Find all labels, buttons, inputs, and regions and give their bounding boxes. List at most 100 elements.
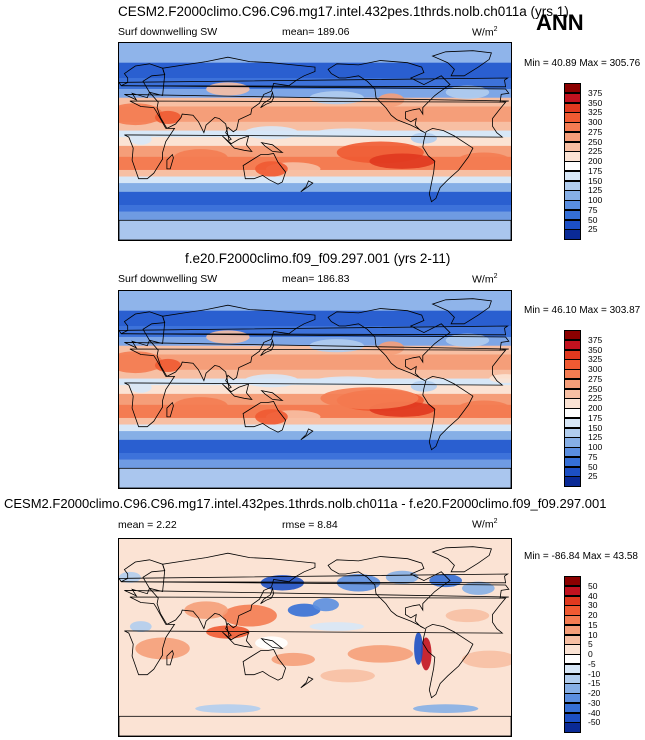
- panel1-minmax: Min = 40.89 Max = 305.76: [524, 58, 641, 69]
- colorbar-tick-label: 40: [588, 590, 598, 601]
- colorbar-swatch: [564, 161, 581, 172]
- colorbar-tick-label: 0: [588, 649, 593, 659]
- colorbar-swatch: [564, 339, 581, 350]
- colorbar-tick-label: 100: [588, 195, 603, 205]
- panel2-mean-label: mean= 186.83: [282, 273, 350, 285]
- coastline-new-guinea: [260, 141, 284, 153]
- panel3-minmax: Min = -86.84 Max = 43.58: [524, 551, 638, 562]
- coastline-madagascar: [166, 401, 174, 418]
- colorbar-swatch: [564, 112, 581, 123]
- colorbar-tick-label: 15: [588, 619, 598, 630]
- panel3-title: CESM2.F2000climo.C96.C96.mg17.intel.432p…: [4, 496, 607, 511]
- colorbar-swatch: [564, 663, 581, 674]
- colorbar-swatch: [564, 417, 581, 428]
- colorbar-swatch: [564, 447, 581, 458]
- colorbar-swatch: [564, 190, 581, 201]
- colorbar-swatch: [564, 702, 581, 713]
- coastline-new-zealand: [300, 428, 314, 441]
- colorbar-tick-label: -10: [588, 668, 601, 679]
- panel3-rmse-label: rmse = 8.84: [282, 519, 338, 531]
- coastline-asia: [148, 304, 316, 389]
- colorbar-swatch: [564, 476, 581, 487]
- panel3-map: [118, 538, 512, 737]
- coastline-japan: [260, 586, 275, 604]
- colorbar-swatch: [564, 722, 581, 733]
- colorbar-swatch: [564, 605, 581, 616]
- coastline-new-zealand: [300, 676, 314, 689]
- colorbar-swatch: [564, 219, 581, 230]
- colorbar-swatch: [564, 595, 581, 606]
- colorbar-swatch: [564, 624, 581, 635]
- coastline-japan: [260, 90, 275, 108]
- colorbar-tick-label: 150: [588, 175, 603, 186]
- colorbar-tick-label: 350: [588, 97, 603, 108]
- colorbar-tick-label: -20: [588, 688, 601, 698]
- panel2-units: W/m2: [472, 273, 498, 286]
- colorbar-swatch: [564, 141, 581, 152]
- coastline-africa: [124, 348, 507, 428]
- colorbar-tick-label: -50: [588, 717, 601, 728]
- colorbar-swatch: [564, 151, 581, 162]
- colorbar-tick-label: 125: [588, 185, 603, 196]
- coastline-uk: [119, 325, 510, 336]
- season-label: ANN: [536, 10, 584, 35]
- colorbar-swatch: [564, 102, 581, 113]
- colorbar-swatch: [564, 378, 581, 389]
- coastline-asia: [148, 552, 316, 637]
- colorbar-swatch: [564, 92, 581, 103]
- coastline-indonesia: [222, 631, 253, 648]
- panel1-mean-label: mean= 189.06: [282, 26, 350, 38]
- colorbar-tick-label: 30: [588, 600, 598, 611]
- colorbar-tick-label: 225: [588, 146, 603, 157]
- colorbar-tick-label: 375: [588, 87, 603, 98]
- colorbar-swatch: [564, 330, 581, 341]
- coastline-greenland: [431, 50, 492, 77]
- colorbar-tick-label: 175: [588, 165, 603, 176]
- colorbar-tick-label: 50: [588, 461, 598, 472]
- colorbar-tick-label: 250: [588, 383, 603, 394]
- colorbar-swatch: [564, 437, 581, 448]
- colorbar-tick-label: 5: [588, 639, 593, 650]
- colorbar-swatch: [564, 398, 581, 409]
- coastline-uk: [119, 77, 510, 88]
- colorbar-swatch: [564, 131, 581, 142]
- panel1-variable-label: Surf downwelling SW: [118, 26, 218, 38]
- panel2-variable-label: Surf downwelling SW: [118, 273, 218, 285]
- coastline-indonesia: [222, 383, 253, 400]
- coastline-north-america: [327, 308, 451, 382]
- colorbar-tick-label: 75: [588, 451, 598, 462]
- coastline-north-america: [327, 60, 451, 134]
- colorbar-tick-label: 25: [588, 471, 598, 482]
- colorbar-swatch: [564, 576, 581, 587]
- coastline-south-america: [422, 127, 474, 203]
- panel3-colorbar: 50 40 30 20 15 10 5 0 -5 -10 -15 -20 -30 -40 -50: [564, 576, 634, 733]
- colorbar-swatch: [564, 644, 581, 655]
- colorbar-swatch: [564, 229, 581, 240]
- colorbar-swatch: [564, 83, 581, 94]
- colorbar-tick-label: -15: [588, 678, 601, 689]
- colorbar-swatch: [564, 359, 581, 370]
- colorbar-tick-label: -40: [588, 707, 601, 718]
- colorbar-swatch: [564, 200, 581, 211]
- panel3-units: W/m2: [472, 518, 498, 531]
- colorbar-tick-label: 250: [588, 136, 603, 147]
- colorbar-tick-label: 325: [588, 354, 603, 365]
- coastline-south-america: [422, 623, 474, 699]
- colorbar-swatch: [564, 427, 581, 438]
- panel2-map: [118, 290, 512, 489]
- panel2-minmax: Min = 46.10 Max = 303.87: [524, 305, 641, 316]
- colorbar-swatch: [564, 456, 581, 467]
- panel1-units: W/m2: [472, 26, 498, 39]
- coastline-indonesia: [222, 135, 253, 152]
- colorbar-tick-label: 175: [588, 412, 603, 423]
- coastline-new-zealand: [300, 180, 314, 193]
- coastline-madagascar: [166, 649, 174, 666]
- colorbar-swatch: [564, 170, 581, 181]
- colorbar-tick-label: 225: [588, 393, 603, 404]
- coastline-greenland: [431, 298, 492, 325]
- colorbar-tick-label: 375: [588, 334, 603, 345]
- coastline-australia: [242, 649, 287, 681]
- colorbar-tick-label: 275: [588, 373, 603, 384]
- coastline-asia: [148, 56, 316, 141]
- colorbar-tick-label: 100: [588, 442, 603, 452]
